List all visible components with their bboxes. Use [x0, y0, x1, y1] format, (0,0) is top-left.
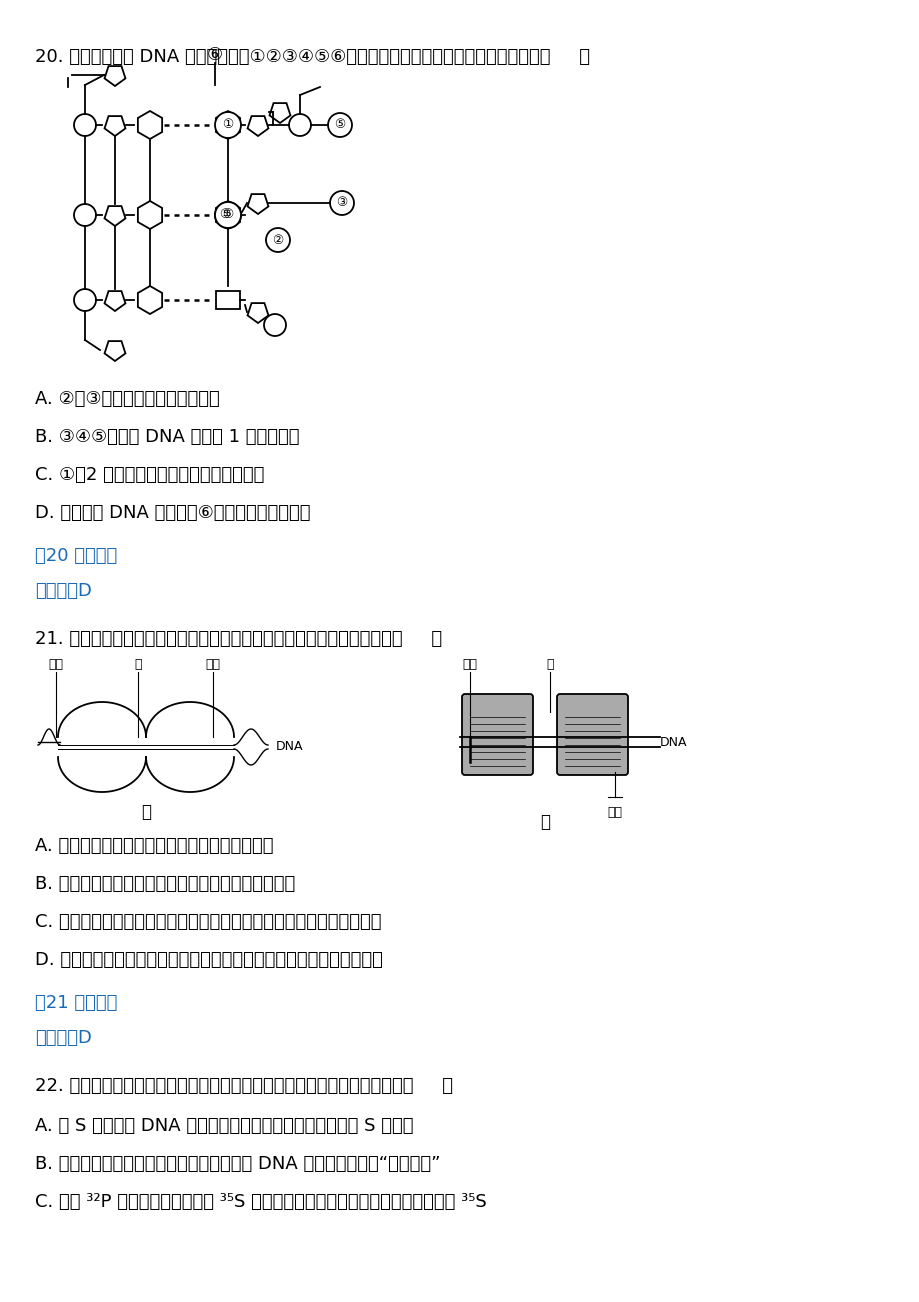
Text: 酵: 酵 — [546, 658, 553, 671]
Text: 起点: 起点 — [607, 806, 622, 819]
Text: A. ②和③交替排列贮存了遗传信息: A. ②和③交替排列贮存了遗传信息 — [35, 391, 220, 408]
Circle shape — [74, 289, 96, 311]
FancyBboxPatch shape — [556, 694, 628, 775]
Circle shape — [289, 115, 311, 135]
Polygon shape — [105, 292, 125, 311]
Text: ③: ③ — [336, 197, 347, 210]
Text: 酵: 酵 — [134, 658, 142, 671]
Circle shape — [74, 115, 96, 135]
Text: 起点: 起点 — [205, 658, 221, 671]
Circle shape — [215, 202, 241, 228]
Polygon shape — [247, 116, 268, 135]
Text: 20. 如图表示一个 DNA 分子的片段，①②③④⑤⑥表示其中的相关组分，下列叙述正确的是（     ）: 20. 如图表示一个 DNA 分子的片段，①②③④⑤⑥表示其中的相关组分，下列叙… — [35, 48, 589, 66]
Text: DNA: DNA — [659, 736, 686, 749]
Polygon shape — [105, 206, 125, 227]
Circle shape — [74, 204, 96, 227]
Text: 乙: 乙 — [539, 812, 550, 831]
Circle shape — [215, 112, 241, 138]
Text: D. 一个细胞周期中，甲所示过程在每个起点只起始一次，乙可起始多次: D. 一个细胞周期中，甲所示过程在每个起点只起始一次，乙可起始多次 — [35, 950, 382, 969]
Polygon shape — [105, 341, 125, 361]
Polygon shape — [105, 116, 125, 135]
FancyBboxPatch shape — [461, 694, 532, 775]
Circle shape — [215, 202, 241, 228]
Text: 22. 下列关于肺炎链球菌转化实验及噬菌体侵染细菌实验的叙述，正确的是（     ）: 22. 下列关于肺炎链球菌转化实验及噬菌体侵染细菌实验的叙述，正确的是（ ） — [35, 1077, 452, 1095]
Text: A. 将 S 型细菌的 DNA 注入小鼠体内，从小鼠体内能提取出 S 型细菌: A. 将 S 型细菌的 DNA 注入小鼠体内，从小鼠体内能提取出 S 型细菌 — [35, 1117, 413, 1135]
Text: C. 甲、乙所示过程均通过半保留方式进行，合成的产物是双链核酸分子: C. 甲、乙所示过程均通过半保留方式进行，合成的产物是双链核酸分子 — [35, 913, 381, 931]
Polygon shape — [105, 66, 125, 86]
Text: 起点: 起点 — [462, 658, 477, 671]
Text: B. ③④⑤构成了 DNA 分子的 1 个基本单位: B. ③④⑤构成了 DNA 分子的 1 个基本单位 — [35, 428, 300, 447]
Text: ⑤: ⑤ — [334, 118, 346, 132]
Text: 21. 甲、乙两图表示真核细胞内两种物质的合成过程，下列叙述正确的是（     ）: 21. 甲、乙两图表示真核细胞内两种物质的合成过程，下列叙述正确的是（ ） — [35, 630, 442, 648]
Polygon shape — [138, 111, 162, 139]
Text: ②: ② — [272, 233, 283, 246]
Circle shape — [328, 113, 352, 137]
Text: ⑤: ⑤ — [221, 208, 235, 221]
Polygon shape — [269, 103, 290, 122]
Polygon shape — [216, 201, 240, 229]
Text: C. 用被 ³²P 标记的噬菌体去侵染 ³⁵S 标记的细菌，释放的每一个子代噬菌体均含 ³⁵S: C. 用被 ³²P 标记的噬菌体去侵染 ³⁵S 标记的细菌，释放的每一个子代噬菌… — [35, 1193, 486, 1211]
Text: 甲: 甲 — [141, 803, 151, 822]
Text: 21 题答案】: 21 题答案】 — [35, 993, 118, 1012]
Polygon shape — [247, 194, 268, 214]
Polygon shape — [138, 201, 162, 229]
Text: 起点: 起点 — [49, 658, 63, 671]
Circle shape — [330, 191, 354, 215]
Polygon shape — [216, 111, 240, 139]
Text: B. 甲所示过程在细胞核内进行，乙在细胞溶胶中进行: B. 甲所示过程在细胞核内进行，乙在细胞溶胶中进行 — [35, 875, 295, 893]
Polygon shape — [247, 303, 268, 323]
Text: A. 甲、乙所示过程中，其煅基配对方式完全相同: A. 甲、乙所示过程中，其煅基配对方式完全相同 — [35, 837, 273, 855]
Text: ①: ① — [222, 118, 233, 132]
Polygon shape — [216, 292, 240, 309]
Text: ⑤: ⑤ — [222, 208, 233, 221]
Text: 【答案】D: 【答案】D — [35, 1029, 92, 1047]
Polygon shape — [138, 286, 162, 314]
Text: B. 格里菲思胺炎链球菌体内转化实验证明了 DNA 是胺炎链球菌的“转化因子”: B. 格里菲思胺炎链球菌体内转化实验证明了 DNA 是胺炎链球菌的“转化因子” — [35, 1155, 440, 1173]
Text: C. ①有2 种，中文名称为腺嘴嘟或胸腺嘴啶: C. ①有2 种，中文名称为腺嘴嘟或胸腺嘴啶 — [35, 466, 264, 484]
Text: 【答案】D: 【答案】D — [35, 582, 92, 600]
Text: ⑥: ⑥ — [207, 46, 222, 64]
Text: D. 当细胞内 DNA 复制时，⑥的断开需要酵的作用: D. 当细胞内 DNA 复制时，⑥的断开需要酵的作用 — [35, 504, 311, 522]
Text: DNA: DNA — [276, 741, 303, 754]
Circle shape — [264, 314, 286, 336]
Text: 20 题答案】: 20 题答案】 — [35, 547, 117, 565]
Circle shape — [266, 228, 289, 253]
